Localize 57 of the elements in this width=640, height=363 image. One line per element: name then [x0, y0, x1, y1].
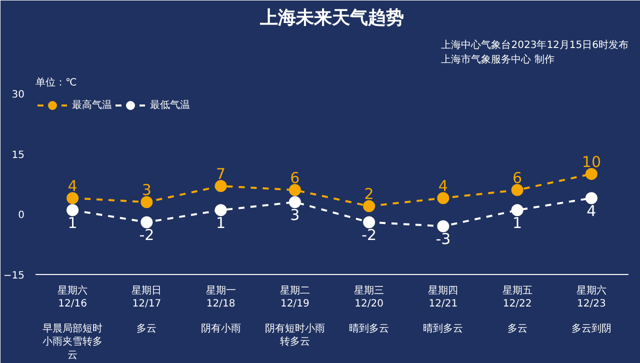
y-tick-label: 0	[18, 210, 25, 222]
x-tick-label: 星期六 12/23	[576, 284, 606, 310]
point	[585, 192, 598, 204]
data-label: 6	[290, 169, 300, 188]
text: 多云	[507, 322, 528, 334]
data-label: 7	[216, 165, 226, 184]
data-label: 10	[582, 152, 601, 171]
point	[140, 196, 153, 208]
data-label: 1	[68, 214, 78, 232]
data-label: 2	[364, 185, 374, 204]
point	[585, 168, 598, 180]
point	[363, 200, 376, 212]
point	[363, 216, 376, 228]
text: 早晨局部短时小雨夹雪转多云	[42, 322, 103, 361]
y-axis-title: 单位：℃	[36, 76, 77, 88]
data-label: -2	[362, 226, 377, 244]
chart-title: 上海未来天气趋势	[259, 8, 404, 28]
text: 阴有短时小雨转多云	[264, 322, 325, 348]
point	[511, 204, 524, 216]
point	[66, 192, 79, 204]
text: 阴有小雨	[200, 322, 241, 334]
x-tick-label: 星期三 12/20	[354, 284, 384, 310]
data-label: 4	[438, 177, 448, 196]
x-tick-label: 星期四 12/21	[428, 284, 458, 310]
data-label: -3	[436, 230, 451, 248]
text: 多云	[136, 322, 157, 334]
y-tick-label: 30	[12, 90, 25, 100]
y-tick-label: −15	[3, 270, 25, 282]
y-tick-label: 15	[12, 150, 25, 161]
point	[437, 192, 450, 204]
data-label: 1	[216, 214, 226, 232]
legend-label: 最高气温	[72, 98, 112, 112]
point	[140, 216, 153, 228]
x-tick-label: 星期六 12/16	[58, 284, 88, 310]
text: 晴到多云	[349, 322, 390, 334]
data-label: 4	[68, 177, 78, 196]
point	[214, 204, 227, 216]
data-label: 6	[512, 169, 522, 188]
x-tick-label: 星期五 12/22	[502, 284, 532, 310]
data-label: 1	[512, 214, 522, 232]
point	[288, 184, 301, 196]
chart-subtitle: 上海中心气象台2023年12月15日6时发布上海市气象服务中心 制作	[441, 39, 629, 66]
data-label: -2	[139, 226, 154, 244]
text: 晴到多云	[423, 322, 464, 334]
data-label: 3	[142, 181, 152, 200]
point	[66, 204, 79, 216]
data-label: 4	[586, 202, 596, 220]
x-tick-label: 星期二 12/19	[280, 284, 310, 310]
point	[437, 220, 450, 232]
point	[511, 184, 524, 196]
text: 多云到阴	[571, 322, 612, 334]
data-label: 3	[290, 206, 300, 224]
point	[288, 196, 301, 208]
legend-label: 最低气温	[150, 99, 190, 112]
x-tick-label: 星期日 12/17	[132, 284, 162, 310]
x-tick-label: 星期一 12/18	[206, 284, 236, 310]
point	[214, 180, 227, 192]
